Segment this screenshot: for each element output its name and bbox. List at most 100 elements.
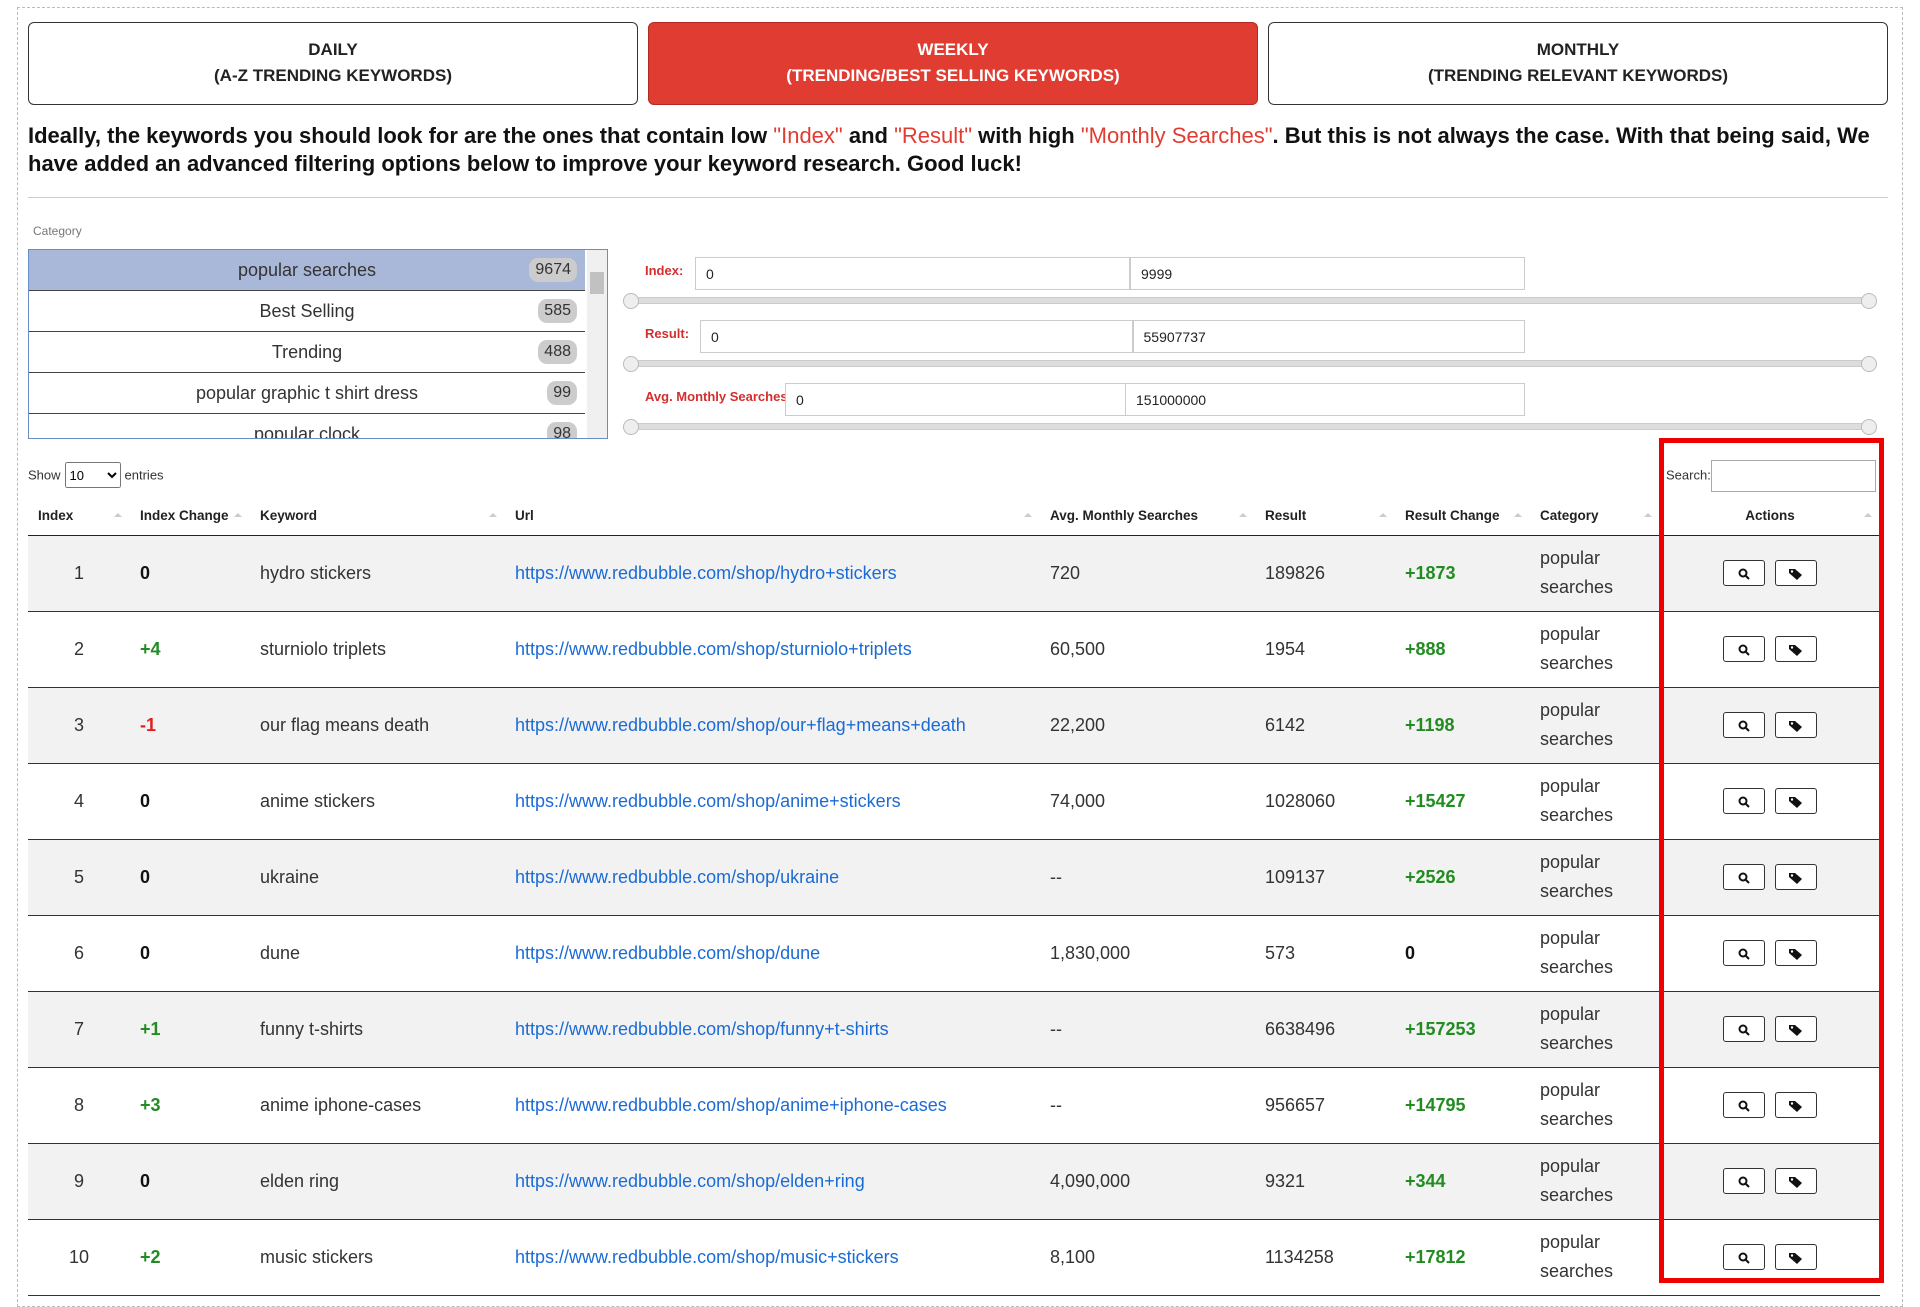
search-button[interactable] [1723, 864, 1765, 890]
tag-button[interactable] [1775, 1016, 1817, 1042]
filter: Result: [623, 320, 1877, 382]
tag-button[interactable] [1775, 788, 1817, 814]
tab[interactable]: MONTHLY (TRENDING RELEVANT KEYWORDS) [1268, 22, 1888, 105]
search-label: Search: [1666, 467, 1711, 483]
search-button[interactable] [1723, 1168, 1765, 1194]
filter-label: Result: [645, 326, 690, 341]
cell: hydro stickers [250, 535, 505, 612]
keyword-link[interactable]: https://www.redbubble.com/shop/anime+sti… [515, 790, 901, 811]
tag-button[interactable] [1775, 712, 1817, 738]
search-button[interactable] [1723, 940, 1765, 966]
cell: 9321 [1255, 1143, 1395, 1220]
actions-cell [1660, 915, 1880, 992]
category-item[interactable]: Best Selling 585 [29, 291, 585, 332]
table-row: 6 0 dune https://www.redbubble.com/shop/dun… [28, 915, 1880, 992]
cell: 6638496 [1255, 991, 1395, 1068]
tag-button[interactable] [1775, 864, 1817, 890]
filter-max[interactable] [1132, 320, 1525, 353]
column-header[interactable]: Avg. Monthly Searches [1040, 497, 1255, 536]
slider-handle[interactable] [623, 419, 639, 435]
cell: 3 [28, 687, 130, 764]
filter: Index: [623, 257, 1877, 319]
search-button[interactable] [1723, 1092, 1765, 1118]
cell: 6142 [1255, 687, 1395, 764]
column-header[interactable]: Category [1530, 497, 1660, 536]
keyword-link[interactable]: https://www.redbubble.com/shop/funny+t-s… [515, 1018, 889, 1039]
slider-handle[interactable] [1861, 293, 1877, 309]
category-item[interactable]: popular clock 98 [29, 414, 585, 438]
filter-min[interactable] [695, 257, 1130, 290]
filter-min[interactable] [700, 320, 1133, 353]
slider-handle[interactable] [623, 356, 639, 372]
column-header[interactable]: Keyword [250, 497, 505, 536]
cell: 74,000 [1040, 763, 1255, 840]
actions-cell [1660, 1067, 1880, 1144]
cell: -- [1040, 1067, 1255, 1144]
column-header[interactable]: Result Change [1395, 497, 1530, 536]
column-header[interactable]: Index [28, 497, 130, 536]
tag-button[interactable] [1775, 560, 1817, 586]
keyword-link[interactable]: https://www.redbubble.com/shop/anime+iph… [515, 1094, 947, 1115]
tag-button[interactable] [1775, 1244, 1817, 1270]
filter-max[interactable] [1130, 257, 1525, 290]
keyword-link[interactable]: https://www.redbubble.com/shop/elden+rin… [515, 1170, 865, 1191]
tag-button[interactable] [1775, 1092, 1817, 1118]
highlight-box [1659, 438, 1884, 1283]
tag-button[interactable] [1775, 1168, 1817, 1194]
tag-button[interactable] [1775, 940, 1817, 966]
category-item[interactable]: Trending 488 [29, 332, 585, 373]
cell: 4 [28, 763, 130, 840]
search-input[interactable] [1710, 460, 1876, 492]
cell: anime stickers [250, 763, 505, 840]
cell: https://www.redbubble.com/shop/dune [505, 915, 1040, 992]
tag-button[interactable] [1775, 636, 1817, 662]
cell: +888 [1395, 611, 1530, 688]
table-row: 1 0 hydro stickers https://www.redbubble.co… [28, 535, 1880, 612]
keyword-link[interactable]: https://www.redbubble.com/shop/dune [515, 942, 821, 963]
column-header: Actions [1660, 497, 1880, 536]
cell: popular searches [1530, 535, 1660, 612]
search-button[interactable] [1723, 788, 1765, 814]
keyword-link[interactable]: https://www.redbubble.com/shop/ukraine [515, 866, 840, 887]
filter-label: Index: [645, 263, 684, 278]
keyword-link[interactable]: https://www.redbubble.com/shop/sturniolo… [515, 638, 912, 659]
actions-cell [1660, 535, 1880, 612]
tab[interactable]: DAILY (A-Z TRENDING KEYWORDS) [28, 22, 638, 105]
show-label: Show [28, 467, 61, 483]
tab-subtitle: (TRENDING/BEST SELLING KEYWORDS) [786, 66, 1120, 85]
tab[interactable]: WEEKLY (TRENDING/BEST SELLING KEYWORDS) [648, 22, 1258, 105]
table-row: 7 +1 funny t-shirts https://www.redbubble.c… [28, 991, 1880, 1068]
cell: +1873 [1395, 535, 1530, 612]
cell: 6 [28, 915, 130, 992]
column-header[interactable]: Index Change [130, 497, 250, 536]
cell: ukraine [250, 839, 505, 916]
cell: 0 [1395, 915, 1530, 992]
keyword-link[interactable]: https://www.redbubble.com/shop/music+sti… [515, 1246, 899, 1267]
category-item[interactable]: popular graphic t shirt dress 99 [29, 373, 585, 414]
search-button[interactable] [1723, 712, 1765, 738]
cell: 1954 [1255, 611, 1395, 688]
column-header[interactable]: Result [1255, 497, 1395, 536]
cell: popular searches [1530, 1143, 1660, 1220]
search-button[interactable] [1723, 1016, 1765, 1042]
cell: 109137 [1255, 839, 1395, 916]
slider-handle[interactable] [1861, 356, 1877, 372]
text: . But this is not always the case. With … [28, 123, 1870, 176]
filter-max[interactable] [1125, 383, 1525, 416]
search-button[interactable] [1723, 636, 1765, 662]
cell: dune [250, 915, 505, 992]
filter-min[interactable] [785, 383, 1145, 416]
text: Ideally, the keywords you should look fo… [28, 123, 774, 148]
column-header[interactable]: Url [505, 497, 1040, 536]
cell: 8,100 [1040, 1219, 1255, 1296]
category-item[interactable]: popular searches 9674 [29, 250, 585, 291]
slider-handle[interactable] [623, 293, 639, 309]
length-select[interactable]: 10 [64, 462, 121, 488]
keyword-link[interactable]: https://www.redbubble.com/shop/our+flag+… [515, 714, 966, 735]
search-button[interactable] [1723, 560, 1765, 586]
search-button[interactable] [1723, 1244, 1765, 1270]
cell: 0 [130, 1143, 250, 1220]
slider-handle[interactable] [1861, 419, 1877, 435]
keyword-link[interactable]: https://www.redbubble.com/shop/hydro+sti… [515, 562, 897, 583]
filter-label: Avg. Monthly Searches: [645, 389, 792, 404]
